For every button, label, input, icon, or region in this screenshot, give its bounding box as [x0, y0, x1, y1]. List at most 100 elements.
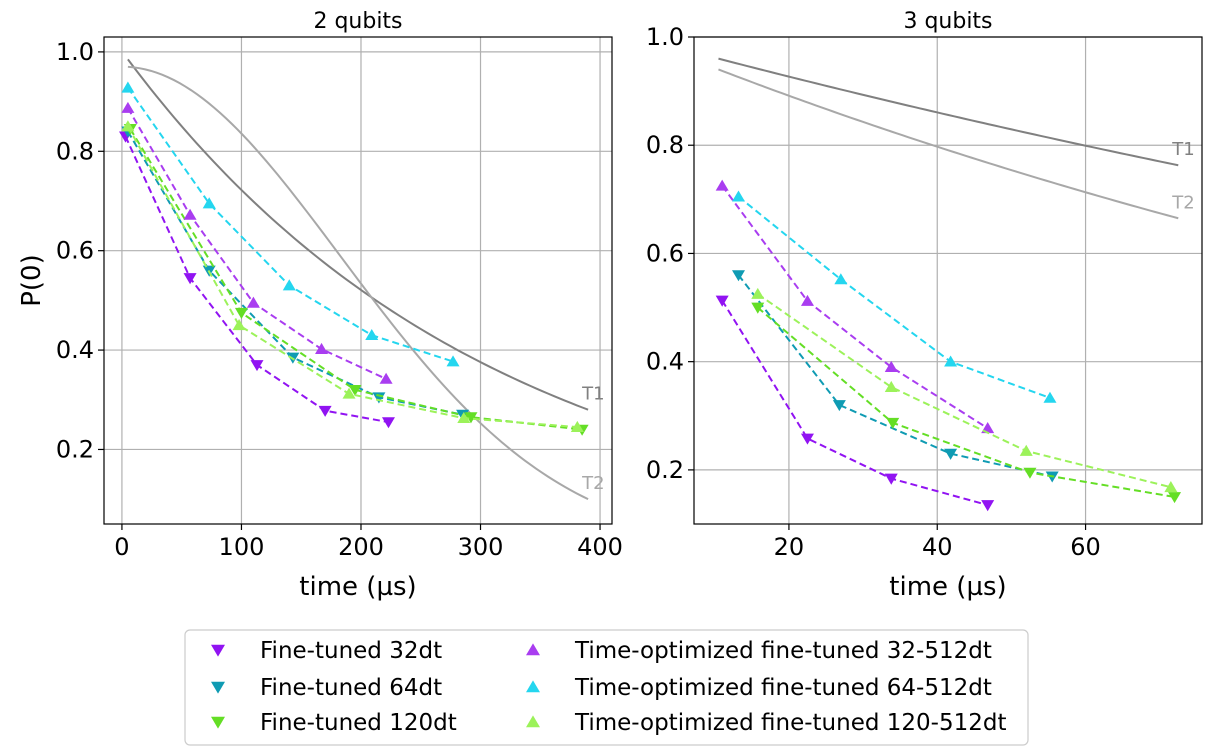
series-line [757, 293, 1172, 489]
y-tick-label: 0.4 [56, 336, 94, 364]
data-point [381, 417, 395, 429]
data-point [944, 448, 958, 460]
data-point [250, 360, 264, 372]
legend-marker [211, 644, 225, 657]
series-fine-tuned-32dt [715, 295, 995, 512]
data-point [121, 101, 135, 113]
series-fine-tuned-64dt [121, 126, 470, 421]
legend-entry-time-optimized-fine-tuned-32-512dt: Time-optimized fine-tuned 32-512dt [526, 638, 992, 664]
x-tick-label: 40 [922, 533, 953, 561]
data-point [731, 190, 745, 202]
data-point [1023, 467, 1037, 479]
x-tick-label: 400 [577, 533, 623, 561]
series-line [737, 195, 1051, 399]
legend-marker [211, 716, 225, 729]
legend-label: Time-optimized fine-tuned 64-512dt [574, 675, 992, 701]
legend-label: Fine-tuned 32dt [260, 638, 442, 664]
data-point [365, 328, 379, 341]
data-point [715, 295, 729, 307]
data-point [379, 372, 393, 384]
series-fine-tuned-64dt [731, 270, 1059, 483]
legend-marker [526, 680, 540, 693]
legend-entry-time-optimized-fine-tuned-64-512dt: Time-optimized fine-tuned 64-512dt [526, 675, 992, 701]
legend-box [184, 629, 1029, 746]
legend-entry-fine-tuned-120dt: Fine-tuned 120dt [211, 710, 457, 736]
series-line [127, 107, 387, 380]
panel-title: 3 qubits [903, 9, 992, 34]
y-tick-label: 0.6 [646, 239, 684, 267]
data-point [234, 307, 248, 319]
ref-label-t1: T1 [1171, 139, 1194, 160]
series-line [127, 87, 454, 363]
legend-marker [526, 643, 540, 656]
data-point [800, 433, 814, 445]
series-line [127, 125, 578, 429]
data-point [1164, 481, 1178, 493]
panel-2-qubits: T1 T2 0 100 200 300 400 0.2 0.4 0.6 0.8 1.0 2 qubits… [17, 9, 623, 602]
legend-marker [526, 715, 540, 728]
legend-entry-fine-tuned-64dt: Fine-tuned 64dt [211, 675, 442, 701]
grid [104, 37, 612, 524]
axes-frame [103, 36, 613, 525]
x-tick-label: 60 [1070, 533, 1101, 561]
legend-entry-fine-tuned-32dt: Fine-tuned 32dt [211, 638, 442, 664]
data-point [731, 270, 745, 282]
series-fine-tuned-32dt [119, 131, 395, 429]
data-point [246, 296, 260, 308]
data-point [372, 392, 386, 404]
data-point [834, 273, 848, 285]
legend-label: Time-optimized fine-tuned 120-512dt [574, 710, 1007, 736]
x-axis-title: time (µs) [299, 572, 416, 602]
data-point [1043, 391, 1057, 403]
data-point [315, 342, 329, 354]
data-point [944, 355, 958, 367]
series-line [124, 135, 389, 424]
data-point [183, 273, 197, 285]
legend-entry-time-optimized-fine-tuned-120-512dt: Time-optimized fine-tuned 120-512dt [526, 710, 1007, 736]
data-point [183, 208, 197, 220]
series-line [721, 299, 988, 507]
data-point [751, 302, 765, 314]
ref-curve-t1 [718, 57, 1179, 167]
series-line [721, 185, 989, 430]
y-axis-title: P(0) [17, 254, 47, 307]
data-point [446, 355, 460, 367]
data-point [457, 411, 471, 424]
data-point [342, 387, 356, 399]
legend-label: Fine-tuned 120dt [260, 710, 457, 736]
data-point [886, 417, 900, 429]
y-tick-label: 1.0 [56, 38, 94, 66]
series-time-optimized-fine-tuned-64-512dt [121, 81, 460, 367]
series-time-optimized-fine-tuned-32-512dt [121, 101, 393, 384]
data-point [715, 179, 729, 191]
x-tick-label: 100 [219, 533, 265, 561]
legend-label: Time-optimized fine-tuned 32-512dt [574, 638, 992, 664]
series-line [757, 306, 1175, 498]
series-line [127, 130, 463, 416]
data-point [348, 384, 362, 397]
y-tick-label: 0.2 [646, 456, 684, 484]
panel-3-qubits: T1 T2 20 40 60 0.2 0.4 0.6 0.8 1.0 3 qubits time (µ… [646, 9, 1203, 602]
legend-marker [211, 681, 225, 694]
data-point [1019, 444, 1033, 456]
series-fine-tuned-120dt [123, 124, 589, 436]
y-tick-label: 0.6 [56, 237, 94, 265]
data-point [751, 287, 765, 299]
data-point [232, 319, 246, 331]
series-time-optimized-fine-tuned-120-512dt [121, 120, 584, 432]
data-point [464, 412, 478, 424]
y-tick-label: 1.0 [646, 23, 684, 51]
x-tick-label: 300 [458, 533, 504, 561]
data-point [832, 400, 846, 412]
data-point [1168, 492, 1182, 504]
data-point [121, 120, 135, 132]
ref-label-t2: T2 [581, 473, 604, 494]
data-point [884, 473, 898, 485]
data-point [981, 500, 995, 512]
series-time-optimized-fine-tuned-120-512dt [751, 287, 1178, 493]
data-point [202, 197, 216, 209]
data-point [800, 294, 814, 306]
data-point [884, 360, 898, 372]
data-point [282, 279, 296, 291]
